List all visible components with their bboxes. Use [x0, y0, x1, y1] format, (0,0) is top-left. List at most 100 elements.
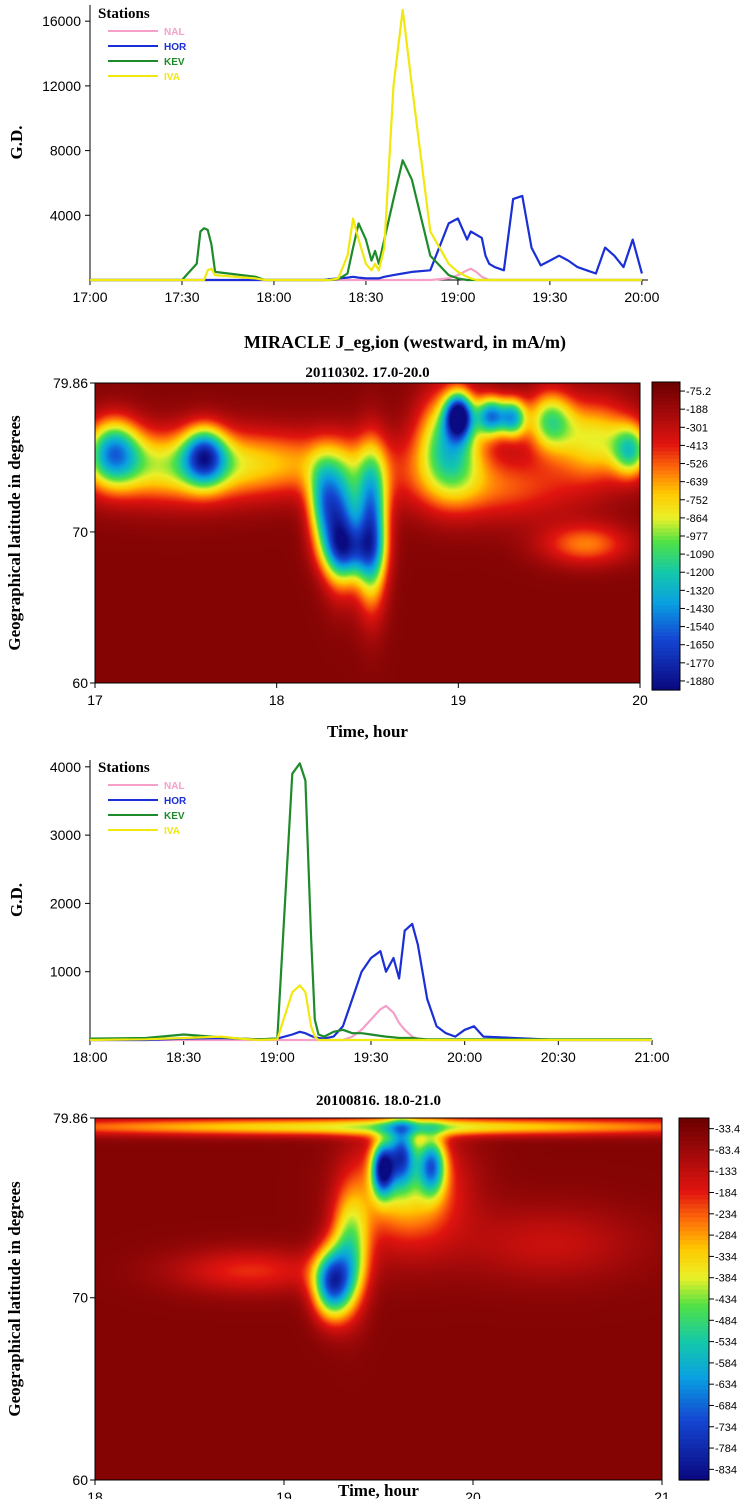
- colorbar-segment: [679, 1140, 709, 1146]
- legend-entry-iva: IVA: [164, 72, 180, 83]
- colorbar-segment: [652, 674, 680, 680]
- colorbar-segment: [652, 655, 680, 660]
- colorbar-segment: [679, 1434, 709, 1440]
- colorbar-segment: [652, 512, 680, 518]
- colorbar-segment: [652, 616, 680, 622]
- colorbar-segment: [679, 1353, 709, 1359]
- colorbar-tick-label: -1320: [686, 585, 714, 597]
- heatmap-image: [95, 383, 640, 683]
- colorbar-segment: [679, 1172, 709, 1178]
- colorbar-segment: [652, 443, 680, 449]
- colorbar-segment: [679, 1289, 709, 1296]
- colorbar-segment: [652, 505, 680, 510]
- x-tick-label: 19:30: [532, 289, 567, 305]
- colorbar-tick-label: -634: [715, 1379, 737, 1391]
- legend-entry-hor: HOR: [164, 42, 187, 53]
- x-axis-label: Time, hour: [338, 1481, 419, 1499]
- x-tick-label: 20:00: [447, 1049, 482, 1065]
- colorbar-segment: [652, 466, 680, 472]
- x-tick-label: 20:30: [541, 1049, 576, 1065]
- colorbar-segment: [652, 578, 680, 583]
- colorbar-segment: [652, 474, 680, 479]
- colorbar-tick-label: -334: [715, 1251, 737, 1263]
- colorbar-segment: [679, 1280, 709, 1287]
- colorbar-segment: [652, 482, 680, 487]
- colorbar-segment: [652, 539, 680, 545]
- colorbar-segment: [652, 478, 680, 483]
- colorbar-segment: [652, 562, 680, 568]
- colorbar-segment: [652, 408, 680, 414]
- colorbar-segment: [679, 1190, 709, 1196]
- x-tick-label: 18:30: [166, 1049, 201, 1065]
- colorbar-segment: [679, 1158, 709, 1164]
- colorbar-segment: [679, 1127, 709, 1133]
- colorbar-segment: [679, 1163, 709, 1169]
- colorbar-segment: [679, 1167, 709, 1173]
- colorbar-segment: [652, 547, 680, 552]
- colorbar-segment: [679, 1461, 709, 1468]
- colorbar-segment: [679, 1335, 709, 1341]
- colorbar-segment: [652, 497, 680, 502]
- colorbar-segment: [652, 424, 680, 429]
- colorbar-segment: [679, 1294, 709, 1300]
- colorbar-segment: [652, 516, 680, 522]
- y-axis-label: G.D.: [7, 126, 26, 160]
- colorbar-segment: [652, 586, 680, 591]
- legend-entry-nal: NAL: [164, 27, 185, 38]
- colorbar-segment: [679, 1384, 709, 1391]
- plot-frame: [94, 382, 641, 684]
- y-tick-label: 70: [72, 524, 88, 540]
- colorbar-segment: [652, 420, 680, 425]
- colorbar-tick-label: -484: [715, 1315, 737, 1327]
- colorbar-segment: [652, 459, 680, 464]
- colorbar-segment: [679, 1136, 709, 1142]
- colorbar-segment: [652, 647, 680, 653]
- colorbar-segment: [679, 1470, 709, 1477]
- x-tick-label: 19: [451, 692, 467, 708]
- colorbar-segment: [679, 1407, 709, 1413]
- colorbar-segment: [652, 462, 680, 468]
- x-tick-label: 17: [87, 692, 103, 708]
- colorbar-segment: [679, 1430, 709, 1436]
- colorbar-segment: [652, 639, 680, 645]
- colorbar-segment: [679, 1448, 709, 1454]
- colorbar-segment: [679, 1308, 709, 1314]
- colorbar-segment: [652, 597, 680, 603]
- colorbar-segment: [679, 1154, 709, 1160]
- x-tick-label: 20: [632, 692, 648, 708]
- heatmap-title: 20100816. 18.0-21.0: [316, 1093, 441, 1109]
- colorbar-segment: [679, 1412, 709, 1418]
- colorbar-segment: [652, 382, 680, 387]
- colorbar-segment: [679, 1321, 709, 1327]
- y-tick-label: 70: [72, 1290, 88, 1306]
- colorbar-segment: [679, 1226, 709, 1232]
- colorbar: -75.2 -188 -301 -413 -526 -639 -752 -864 -977 -10…: [651, 381, 714, 691]
- colorbar-segment: [652, 670, 680, 676]
- y-tick-label: 2000: [50, 895, 81, 911]
- colorbar-segment: [652, 470, 680, 475]
- colorbar-tick-label: -977: [686, 531, 708, 543]
- colorbar-tick-label: -639: [686, 477, 708, 489]
- colorbar-segment: [679, 1425, 709, 1431]
- colorbar-tick-label: -234: [715, 1209, 737, 1221]
- colorbar-segment: [679, 1244, 709, 1250]
- legend-title: Stations: [98, 6, 150, 22]
- colorbar-segment: [652, 416, 680, 422]
- legend-entry-kev: KEV: [164, 811, 185, 822]
- colorbar-segment: [652, 451, 680, 456]
- colorbar-segment: [679, 1276, 709, 1282]
- colorbar-segment: [652, 605, 680, 610]
- colorbar-segment: [652, 401, 680, 406]
- colorbar-segment: [679, 1439, 709, 1445]
- colorbar-segment: [679, 1285, 709, 1291]
- colorbar-segment: [652, 609, 680, 614]
- colorbar-tick-label: -284: [715, 1230, 737, 1242]
- colorbar-segment: [652, 439, 680, 445]
- colorbar-segment: [679, 1466, 709, 1472]
- colorbar-segment: [679, 1231, 709, 1237]
- colorbar-segment: [652, 551, 680, 556]
- colorbar-tick-label: -734: [715, 1422, 737, 1434]
- x-tick-label: 20:00: [624, 289, 659, 305]
- colorbar-segment: [679, 1199, 709, 1205]
- colorbar-segment: [679, 1240, 709, 1246]
